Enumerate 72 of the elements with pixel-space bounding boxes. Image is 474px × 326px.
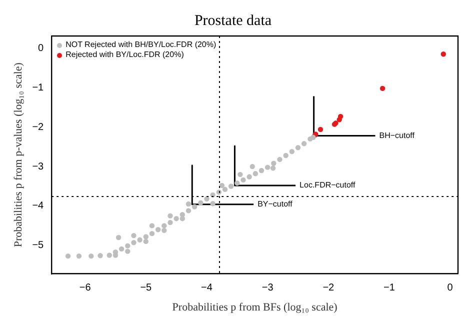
point: [289, 148, 295, 154]
point: [246, 174, 252, 180]
y-tick-label: −5: [32, 240, 44, 252]
point: [318, 126, 324, 132]
point: [65, 253, 71, 259]
y-tick-label: −3: [32, 161, 44, 172]
point: [228, 184, 234, 189]
point: [210, 201, 216, 206]
point: [174, 216, 179, 222]
point: [116, 234, 122, 240]
point: [125, 248, 130, 254]
x-tick-label: 0: [447, 282, 454, 294]
point: [204, 196, 210, 202]
point: [162, 223, 167, 228]
x-tick-label: −6: [79, 282, 92, 294]
point: [222, 186, 228, 192]
point: [131, 232, 136, 238]
chart-title: Prostate data: [194, 12, 272, 29]
point: [155, 227, 161, 232]
y-tick-label: −4: [32, 200, 44, 212]
point: [118, 246, 124, 252]
point: [219, 182, 225, 188]
x-tick-label: −5: [140, 282, 152, 294]
point: [301, 141, 307, 146]
x-axis-title: Probabilities p from BFs (log₁₀ scale): [172, 301, 338, 314]
point: [258, 168, 264, 174]
point: [380, 86, 386, 92]
point: [131, 240, 136, 246]
x-tick-label: −3: [262, 282, 274, 294]
legend-label: NOT Rejected with BH/BY/Loc.FDR (20%): [66, 40, 216, 50]
legend-label: Rejected with BY/Loc.FDR (20%): [66, 50, 184, 60]
point: [168, 213, 173, 218]
point: [250, 164, 255, 170]
point: [137, 237, 142, 242]
point: [440, 52, 446, 57]
y-tick-label: −1: [32, 82, 44, 94]
point: [271, 160, 276, 166]
annotation: BH−cutoff: [379, 130, 416, 140]
annotation: BY−cutoff: [258, 200, 294, 209]
x-tick-label: −4: [201, 282, 213, 294]
point: [143, 238, 148, 244]
point: [270, 166, 276, 171]
point: [76, 253, 82, 259]
point: [149, 230, 155, 236]
point: [168, 220, 173, 226]
point: [106, 252, 112, 258]
point: [186, 201, 192, 207]
y-tick-label: −2: [32, 122, 44, 133]
point: [88, 253, 94, 259]
point: [162, 228, 167, 234]
point: [238, 172, 243, 178]
point: [98, 253, 103, 258]
point: [240, 177, 246, 183]
x-tick-label: −2: [322, 282, 335, 294]
point: [149, 223, 155, 228]
point: [186, 208, 192, 214]
point: [310, 134, 316, 140]
y-tick-label: 0: [38, 42, 44, 54]
x-tick-label: −1: [384, 282, 396, 294]
point: [283, 152, 288, 158]
annotation: Loc.FDR−cutoff: [300, 180, 356, 190]
point: [252, 171, 258, 176]
point: [264, 164, 270, 170]
point: [125, 243, 130, 248]
point: [192, 204, 198, 210]
y-axis-title: Probabilities p from p-values (log₁₀ scale): [12, 62, 24, 248]
point: [234, 180, 240, 186]
point: [143, 234, 148, 240]
point: [198, 200, 204, 206]
point: [336, 117, 342, 122]
point: [277, 156, 282, 162]
point: [295, 145, 301, 150]
